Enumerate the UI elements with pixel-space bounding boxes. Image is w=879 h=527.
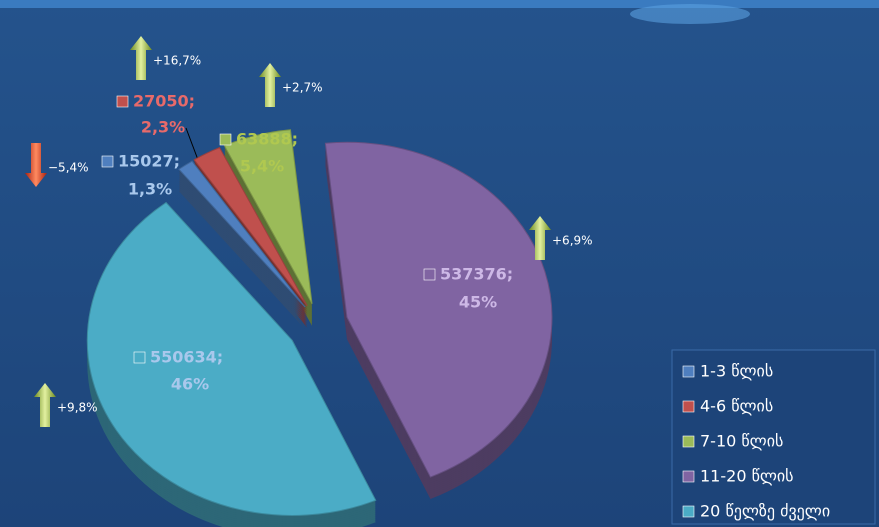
legend-label: 1-3 წლის [700,362,773,381]
change-label: +2,7% [282,81,323,95]
legend-label: 20 წელზე ძველი [700,502,830,521]
legend-marker [682,400,695,413]
label-marker [219,133,232,146]
legend-box [671,349,876,525]
percent-label: 46% [171,375,209,394]
legend-marker [682,470,695,483]
label-marker [101,155,114,168]
value-label: 27050; [133,92,195,111]
top-band [0,0,879,8]
label-marker [116,95,129,108]
change-label: +9,8% [57,401,98,415]
percent-label: 45% [459,293,497,312]
change-arrow [259,63,281,107]
legend-marker [682,505,695,518]
percent-label: 2,3% [141,118,185,137]
slice [223,129,313,305]
percent-label: 1,3% [128,180,172,199]
value-label: 63888; [236,130,298,149]
legend-marker [682,365,695,378]
slice [324,141,553,478]
value-label: 537376; [440,265,513,284]
slice [193,147,308,307]
change-label: −5,4% [48,161,89,175]
slice [178,160,306,308]
percent-label: 5,4% [240,157,284,176]
value-label: 550634; [150,348,223,367]
glow [630,4,750,24]
legend-label: 11-20 წლის [700,467,794,486]
value-label: 15027; [118,152,180,171]
legend-label: 7-10 წლის [700,432,783,451]
label-marker [133,351,146,364]
legend-label: 4-6 წლის [700,397,773,416]
label-marker [423,268,436,281]
change-arrow [25,143,47,187]
change-label: +16,7% [153,54,201,68]
change-label: +6,9% [552,234,593,248]
change-arrow [130,36,152,80]
slice [86,201,377,516]
change-arrow [34,383,56,427]
change-arrow [529,216,551,260]
legend-marker [682,435,695,448]
